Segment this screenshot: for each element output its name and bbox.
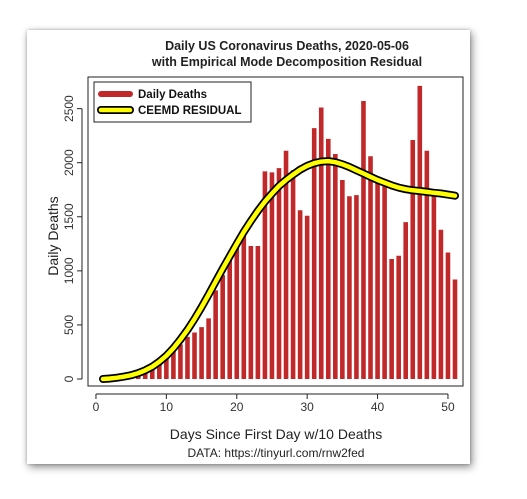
y-axis: 0 500 1000 1500 2000 2500 xyxy=(62,95,83,382)
plot-area xyxy=(99,85,459,383)
chart-title-line1: Daily US Coronavirus Deaths, 2020-05-06 xyxy=(165,39,409,53)
y-tick-label-1000: 1000 xyxy=(62,257,76,284)
x-tick-label-30: 30 xyxy=(300,400,314,414)
x-axis: 0 10 20 30 40 50 xyxy=(93,393,455,414)
x-tick-label-10: 10 xyxy=(160,400,174,414)
x-tick-label-0: 0 xyxy=(93,400,100,414)
legend-label-residual: CEEMD RESIDUAL xyxy=(138,105,242,117)
legend-box xyxy=(93,81,252,123)
bar-series-daily-deaths xyxy=(100,85,458,379)
x-tick-label-50: 50 xyxy=(441,400,455,414)
residual-line xyxy=(100,158,458,382)
plot-frame xyxy=(87,76,464,387)
y-tick-label-2500: 2500 xyxy=(62,95,76,122)
y-tick-label-2000: 2000 xyxy=(62,149,76,176)
x-tick-label-20: 20 xyxy=(230,400,244,414)
legend: Daily Deaths CEEMD RESIDUAL xyxy=(93,81,252,123)
chart-title-line2: with Empirical Mode Decomposition Residu… xyxy=(151,55,422,69)
legend-label-daily-deaths: Daily Deaths xyxy=(138,89,207,101)
y-axis-label: Daily Deaths xyxy=(45,196,61,275)
y-tick-label-500: 500 xyxy=(62,315,76,335)
x-tick-label-40: 40 xyxy=(371,400,385,414)
data-source-note: DATA: https://tinyurl.com/rnw2fed xyxy=(188,446,365,460)
y-tick-label-1500: 1500 xyxy=(62,203,76,230)
y-tick-label-0: 0 xyxy=(62,375,76,382)
x-axis-label: Days Since First Day w/10 Deaths xyxy=(170,426,382,442)
